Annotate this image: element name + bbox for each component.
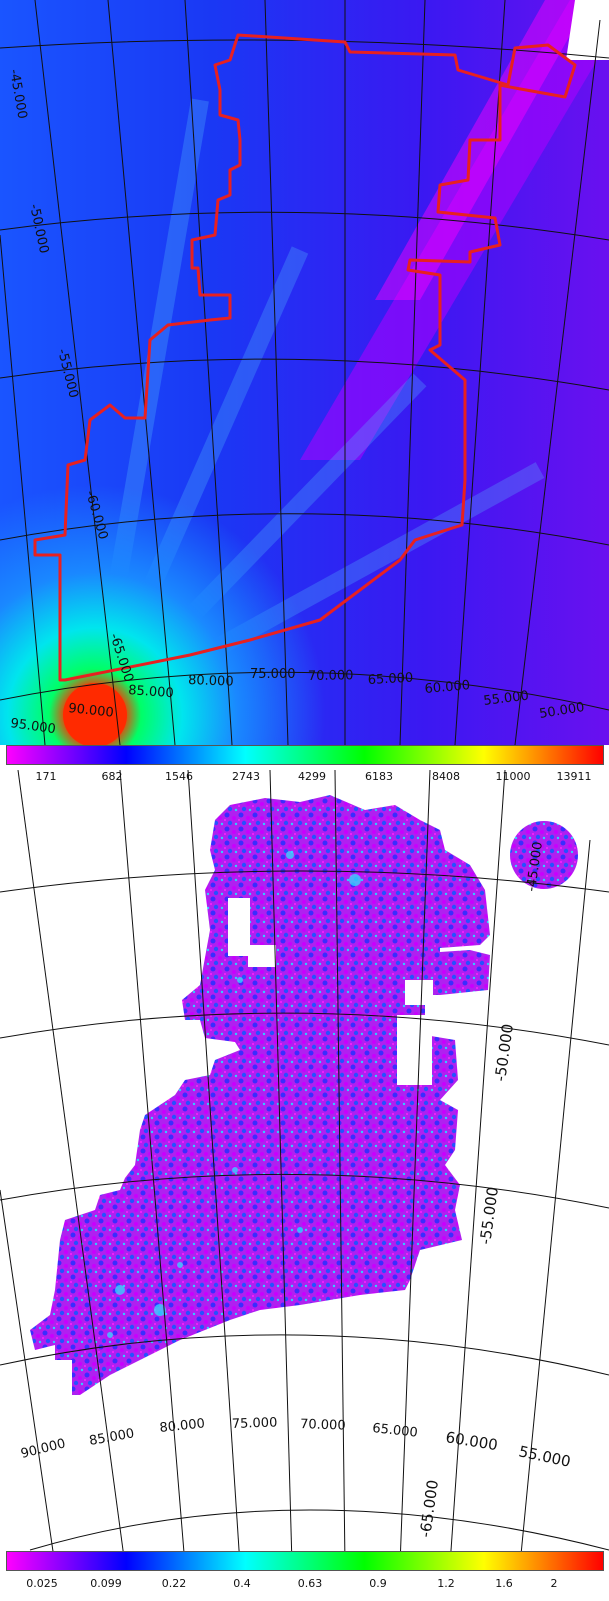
colorbar-counts <box>6 1551 604 1571</box>
ra-label: 75.000 <box>250 667 296 682</box>
ra-label: 55.000 <box>483 689 530 709</box>
ra-label: 85.000 <box>88 1426 135 1449</box>
colorbar-exposure-ticks: 171 682 1546 2743 4299 6183 8408 11000 1… <box>6 770 604 788</box>
ra-label: 85.000 <box>128 683 174 701</box>
ra-label: 50.000 <box>538 700 585 722</box>
ra-label: 95.000 <box>9 716 56 737</box>
colorbar-exposure <box>6 745 604 765</box>
colorbar-tick: 2743 <box>232 770 260 783</box>
dec-label: -65.000 <box>416 1479 442 1539</box>
coordinate-grid <box>0 0 609 745</box>
colorbar-tick: 171 <box>35 770 57 783</box>
colorbar-tick: 0.4 <box>233 1577 251 1590</box>
ra-label: 80.000 <box>188 673 234 690</box>
colorbar-tick: 0.099 <box>90 1577 122 1590</box>
colorbar-tick: 2 <box>550 1577 558 1590</box>
count-map-image: 90.000 85.000 80.000 75.000 70.000 65.00… <box>0 770 609 1565</box>
count-map-panel: 90.000 85.000 80.000 75.000 70.000 65.00… <box>0 770 609 1565</box>
colorbar-tick: 0.9 <box>369 1577 387 1590</box>
survey-footprint-outline <box>33 33 577 682</box>
colorbar-tick: 4299 <box>298 770 326 783</box>
colorbar-tick: 1.6 <box>495 1577 513 1590</box>
colorbar-counts-ticks: 0.025 0.099 0.22 0.4 0.63 0.9 1.2 1.6 2 <box>6 1577 604 1595</box>
colorbar-tick: 8408 <box>432 770 460 783</box>
ra-label: 60.000 <box>444 1428 499 1454</box>
colorbar-tick: 682 <box>101 770 123 783</box>
dec-label: -55.000 <box>476 1186 502 1246</box>
colorbar-tick: 13911 <box>556 770 592 783</box>
dec-label: -50.000 <box>491 1023 517 1083</box>
exposure-map-panel: 95.000 90.000 85.000 80.000 75.000 70.00… <box>0 0 609 745</box>
ra-label: 70.000 <box>300 1417 346 1434</box>
ra-label: 70.000 <box>308 668 354 684</box>
colorbar-tick: 1.2 <box>437 1577 455 1590</box>
ra-label: 60.000 <box>424 678 471 697</box>
ra-label: 90.000 <box>19 1436 67 1462</box>
count-map-patch <box>510 821 578 889</box>
colorbar-tick: 6183 <box>365 770 393 783</box>
count-map-footprint <box>30 795 490 1395</box>
coordinate-grid <box>0 770 609 1565</box>
colorbar-tick: 0.025 <box>26 1577 58 1590</box>
colorbar-tick: 0.22 <box>161 1577 187 1590</box>
colorbar-tick: 1546 <box>165 770 193 783</box>
ra-label: 65.000 <box>367 671 413 688</box>
ra-label: 80.000 <box>159 1416 206 1436</box>
ra-label: 90.000 <box>68 701 115 721</box>
hotspot <box>63 683 127 745</box>
colorbar-tick: 0.63 <box>297 1577 323 1590</box>
ra-label: 55.000 <box>517 1442 572 1471</box>
dec-label: -45.000 <box>524 841 546 893</box>
exposure-map-image: 95.000 90.000 85.000 80.000 75.000 70.00… <box>0 0 609 745</box>
ra-label: 65.000 <box>372 1421 419 1441</box>
ra-label: 75.000 <box>232 1415 278 1432</box>
